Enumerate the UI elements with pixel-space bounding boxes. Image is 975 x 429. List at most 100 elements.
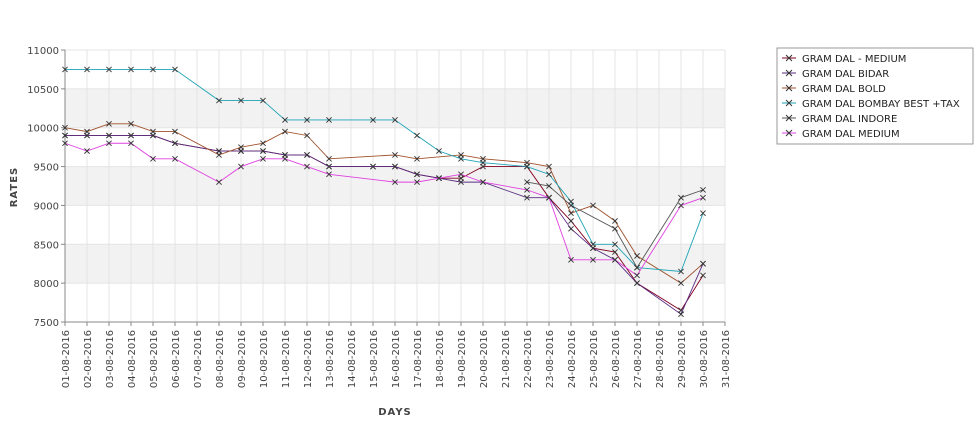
marker-stroke (304, 132, 310, 139)
data-point-marker (304, 163, 310, 170)
marker-stroke (436, 175, 442, 182)
x-tick-label: 22-08-2016 (523, 330, 534, 388)
data-point-marker (458, 171, 464, 178)
data-point-marker (260, 148, 266, 154)
legend: GRAM DAL - MEDIUM GRAM DAL BIDAR GRAM DAL … (776, 47, 974, 145)
legend-item: GRAM DAL BOMBAY BEST +TAX (782, 99, 960, 110)
x-tick-label: 08-08-2016 (215, 330, 226, 388)
x-tick-label: 23-08-2016 (545, 330, 556, 388)
data-point-marker (106, 120, 112, 127)
marker-stroke (370, 117, 376, 123)
x-tick-label: 27-08-2016 (633, 330, 644, 388)
x-tick-label: 29-08-2016 (677, 330, 688, 388)
data-point-marker (524, 179, 530, 186)
marker-stroke (524, 179, 530, 186)
marker-stroke (458, 179, 464, 186)
data-point-marker (568, 218, 574, 224)
data-point-marker (436, 148, 442, 154)
x-tick-label: 03-08-2016 (105, 330, 116, 388)
data-point-marker (678, 280, 684, 287)
marker-stroke (568, 218, 574, 224)
marker-stroke (128, 120, 134, 127)
data-point-marker (678, 311, 684, 318)
data-point-marker (172, 128, 178, 135)
marker-stroke (436, 148, 442, 154)
data-point-marker (634, 264, 640, 271)
data-point-marker (238, 97, 244, 104)
data-point-marker (370, 163, 376, 170)
legend-item: GRAM DAL INDORE (782, 114, 897, 125)
marker-stroke (414, 171, 420, 178)
marker-stroke (414, 179, 420, 186)
data-point-marker (568, 256, 574, 263)
data-point-marker (700, 272, 706, 279)
y-tick-label: 9500 (34, 163, 59, 174)
y-tick-label: 11000 (27, 46, 59, 57)
data-point-marker (260, 140, 266, 147)
x-tick-label: 24-08-2016 (567, 330, 578, 388)
marker-stroke (128, 66, 134, 73)
data-point-marker (612, 218, 618, 224)
data-point-marker (634, 280, 640, 287)
marker-stroke (458, 155, 464, 162)
marker-stroke (546, 194, 552, 201)
data-point-marker (84, 148, 90, 154)
marker-stroke (238, 163, 244, 170)
data-point-marker (106, 66, 112, 73)
marker-stroke (84, 128, 90, 135)
data-point-marker (678, 268, 684, 275)
data-point-marker (62, 132, 68, 139)
y-axis-ticks: 7500 8000 8500 9000 9500 10000 10500 11000 (27, 46, 65, 329)
data-point-marker (62, 140, 68, 147)
legend-item: GRAM DAL BOLD (782, 84, 886, 95)
marker-stroke (216, 179, 222, 186)
data-point-marker (128, 140, 134, 147)
data-point-marker (172, 155, 178, 162)
y-tick-label: 7500 (34, 318, 59, 329)
marker-stroke (634, 280, 640, 287)
marker-stroke (568, 210, 574, 217)
gridlines (64, 49, 726, 323)
marker-stroke (546, 163, 552, 170)
x-axis-ticks: 01-08-2016 02-08-2016 03-08-2016 04-08-2016… (61, 322, 732, 388)
data-point-marker (480, 159, 486, 166)
x-tick-label: 10-08-2016 (259, 330, 270, 388)
marker-stroke (634, 253, 640, 259)
marker-stroke (260, 97, 266, 104)
marker-stroke (524, 194, 530, 201)
marker-stroke (392, 163, 398, 170)
marker-stroke (546, 171, 552, 178)
data-point-marker (392, 163, 398, 170)
y-tick-label: 8000 (34, 279, 59, 290)
legend-marker-stroke (785, 84, 793, 92)
marker-stroke (590, 256, 596, 263)
y-tick-label: 8500 (34, 240, 59, 251)
y-axis-title: RATES (9, 167, 20, 208)
marker-stroke (414, 132, 420, 139)
x-tick-label: 06-08-2016 (171, 330, 182, 388)
data-point-marker (414, 155, 420, 162)
marker-stroke (304, 163, 310, 170)
marker-stroke (62, 140, 68, 147)
marker-stroke (700, 272, 706, 279)
data-point-marker (216, 97, 222, 104)
marker-stroke (304, 151, 310, 158)
marker-stroke (216, 151, 222, 158)
marker-stroke (612, 241, 618, 248)
legend-marker-stroke (785, 114, 793, 122)
marker-stroke (172, 66, 178, 73)
data-point-marker (62, 124, 68, 131)
x-tick-label: 07-08-2016 (193, 330, 204, 388)
marker-stroke (106, 132, 112, 139)
marker-stroke (282, 117, 288, 123)
marker-stroke (326, 163, 332, 170)
data-point-marker (612, 225, 618, 232)
data-point-marker (458, 179, 464, 186)
x-tick-label: 05-08-2016 (149, 330, 160, 388)
marker-stroke (150, 155, 156, 162)
data-point-marker (612, 241, 618, 248)
y-tick-label: 9000 (34, 201, 59, 212)
marker-stroke (678, 202, 684, 209)
x-tick-label: 19-08-2016 (457, 330, 468, 388)
data-point-marker (326, 117, 332, 123)
